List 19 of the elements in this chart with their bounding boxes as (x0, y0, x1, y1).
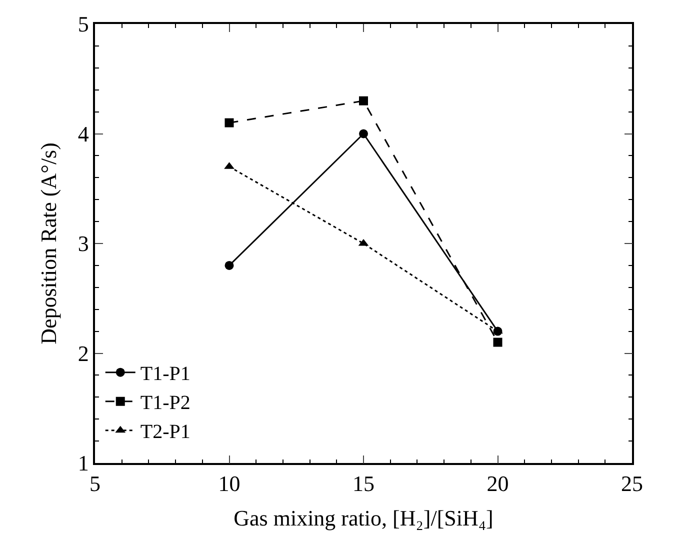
legend-label: T1-P2 (140, 392, 190, 414)
legend-label: T1-P1 (140, 363, 190, 386)
x-tick-label: 15 (352, 471, 374, 496)
point (224, 118, 234, 128)
x-tick-label: 10 (218, 471, 240, 496)
y-tick-label: 2 (78, 340, 89, 366)
y-axis-title: Deposition Rate (A°/s) (36, 142, 62, 344)
x-tick-label: 25 (621, 471, 643, 496)
x-axis-title: Gas mixing ratio, [H₂]/[SiH₄] (234, 506, 494, 531)
point (359, 96, 368, 106)
legend-label: T2-P1 (140, 421, 190, 444)
y-tick-label: 5 (78, 12, 89, 37)
y-tick-label: 4 (78, 121, 89, 146)
x-tick-label: 20 (486, 471, 509, 496)
point (224, 260, 234, 270)
y-tick-label: 1 (78, 450, 89, 476)
point (493, 338, 502, 347)
point (359, 129, 368, 138)
y-tick-label: 3 (78, 231, 89, 256)
